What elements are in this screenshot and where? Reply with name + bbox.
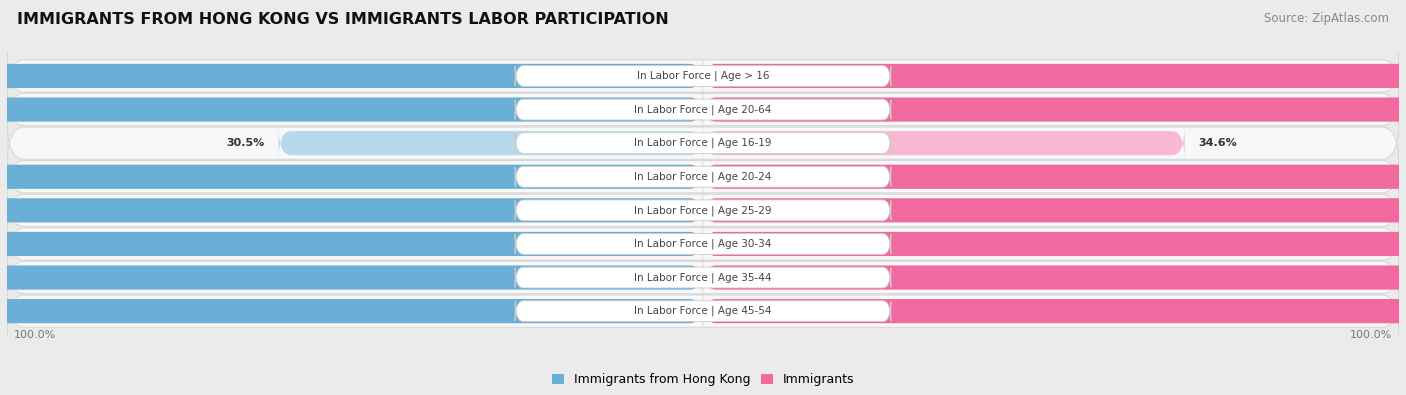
- FancyBboxPatch shape: [515, 99, 891, 120]
- FancyBboxPatch shape: [7, 287, 1399, 335]
- Text: In Labor Force | Age 30-34: In Labor Force | Age 30-34: [634, 239, 772, 249]
- FancyBboxPatch shape: [7, 85, 1399, 134]
- FancyBboxPatch shape: [0, 58, 703, 94]
- FancyBboxPatch shape: [7, 152, 1399, 201]
- Text: In Labor Force | Age 25-29: In Labor Force | Age 25-29: [634, 205, 772, 216]
- FancyBboxPatch shape: [0, 260, 703, 296]
- Text: In Labor Force | Age 20-64: In Labor Force | Age 20-64: [634, 104, 772, 115]
- Text: In Labor Force | Age 45-54: In Labor Force | Age 45-54: [634, 306, 772, 316]
- Text: In Labor Force | Age 35-44: In Labor Force | Age 35-44: [634, 272, 772, 283]
- Text: In Labor Force | Age 16-19: In Labor Force | Age 16-19: [634, 138, 772, 149]
- FancyBboxPatch shape: [7, 253, 1399, 302]
- FancyBboxPatch shape: [703, 91, 1406, 128]
- Legend: Immigrants from Hong Kong, Immigrants: Immigrants from Hong Kong, Immigrants: [551, 373, 855, 386]
- FancyBboxPatch shape: [7, 52, 1399, 100]
- Text: Source: ZipAtlas.com: Source: ZipAtlas.com: [1264, 12, 1389, 25]
- FancyBboxPatch shape: [515, 200, 891, 221]
- FancyBboxPatch shape: [0, 293, 703, 329]
- FancyBboxPatch shape: [515, 133, 891, 154]
- FancyBboxPatch shape: [703, 260, 1406, 296]
- FancyBboxPatch shape: [515, 166, 891, 187]
- FancyBboxPatch shape: [703, 58, 1406, 94]
- FancyBboxPatch shape: [7, 119, 1399, 167]
- FancyBboxPatch shape: [703, 125, 1185, 161]
- FancyBboxPatch shape: [0, 226, 703, 262]
- FancyBboxPatch shape: [7, 220, 1399, 268]
- Text: 100.0%: 100.0%: [1350, 330, 1392, 340]
- FancyBboxPatch shape: [0, 159, 703, 195]
- Text: In Labor Force | Age 20-24: In Labor Force | Age 20-24: [634, 171, 772, 182]
- FancyBboxPatch shape: [0, 91, 703, 128]
- FancyBboxPatch shape: [278, 125, 703, 161]
- FancyBboxPatch shape: [0, 192, 703, 228]
- FancyBboxPatch shape: [703, 293, 1406, 329]
- Text: 34.6%: 34.6%: [1198, 138, 1237, 148]
- Text: 30.5%: 30.5%: [226, 138, 264, 148]
- FancyBboxPatch shape: [515, 66, 891, 87]
- FancyBboxPatch shape: [515, 233, 891, 254]
- FancyBboxPatch shape: [515, 301, 891, 322]
- FancyBboxPatch shape: [703, 192, 1406, 228]
- FancyBboxPatch shape: [515, 267, 891, 288]
- FancyBboxPatch shape: [703, 159, 1406, 195]
- Text: In Labor Force | Age > 16: In Labor Force | Age > 16: [637, 71, 769, 81]
- Text: IMMIGRANTS FROM HONG KONG VS IMMIGRANTS LABOR PARTICIPATION: IMMIGRANTS FROM HONG KONG VS IMMIGRANTS …: [17, 12, 669, 27]
- FancyBboxPatch shape: [703, 226, 1406, 262]
- Text: 100.0%: 100.0%: [14, 330, 56, 340]
- FancyBboxPatch shape: [7, 186, 1399, 235]
